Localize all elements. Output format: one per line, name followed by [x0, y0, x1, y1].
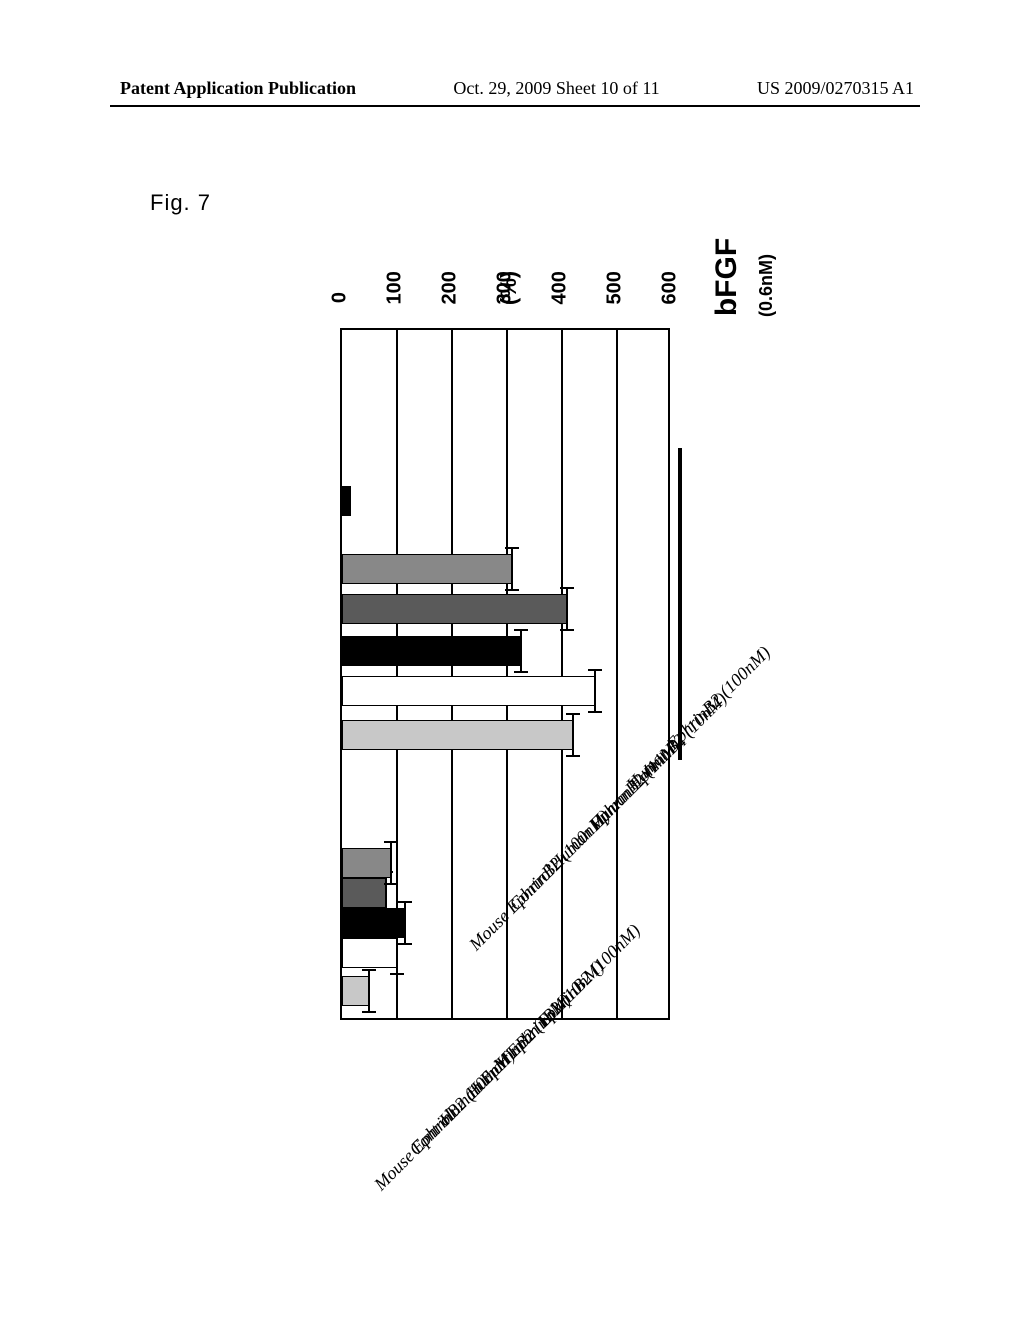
x-tick: 300	[494, 275, 517, 305]
bar	[342, 720, 573, 750]
bar	[342, 594, 567, 624]
header-publication: Patent Application Publication	[120, 78, 356, 99]
bfgf-group-line	[678, 448, 682, 760]
header-divider	[110, 105, 920, 107]
bar	[342, 676, 595, 706]
figure-label: Fig. 7	[150, 190, 211, 216]
header-date-sheet: Oct. 29, 2009 Sheet 10 of 11	[453, 78, 659, 99]
header-docnum: US 2009/0270315 A1	[757, 78, 914, 99]
bfgf-label-main: bFGF	[710, 238, 744, 316]
page-header: Patent Application Publication Oct. 29, …	[0, 78, 1024, 99]
gridline	[561, 330, 563, 1018]
bar	[342, 486, 351, 516]
x-tick: 500	[604, 275, 627, 305]
bar	[342, 976, 369, 1006]
bar	[342, 554, 512, 584]
gridline	[616, 330, 618, 1018]
bar-chart: (%) 0 100 200 300 400 500 600	[130, 220, 830, 1170]
bar	[342, 878, 386, 908]
bar	[342, 636, 521, 666]
bfgf-label-sub: (0.6nM)	[756, 254, 777, 317]
x-tick: 200	[439, 275, 462, 305]
x-tick: 600	[659, 275, 682, 305]
bar	[342, 938, 397, 968]
x-tick: 100	[384, 275, 407, 305]
x-tick: 400	[549, 275, 572, 305]
bar	[342, 848, 391, 878]
x-tick: 0	[329, 285, 352, 311]
gridline	[451, 330, 453, 1018]
bar	[342, 908, 405, 938]
